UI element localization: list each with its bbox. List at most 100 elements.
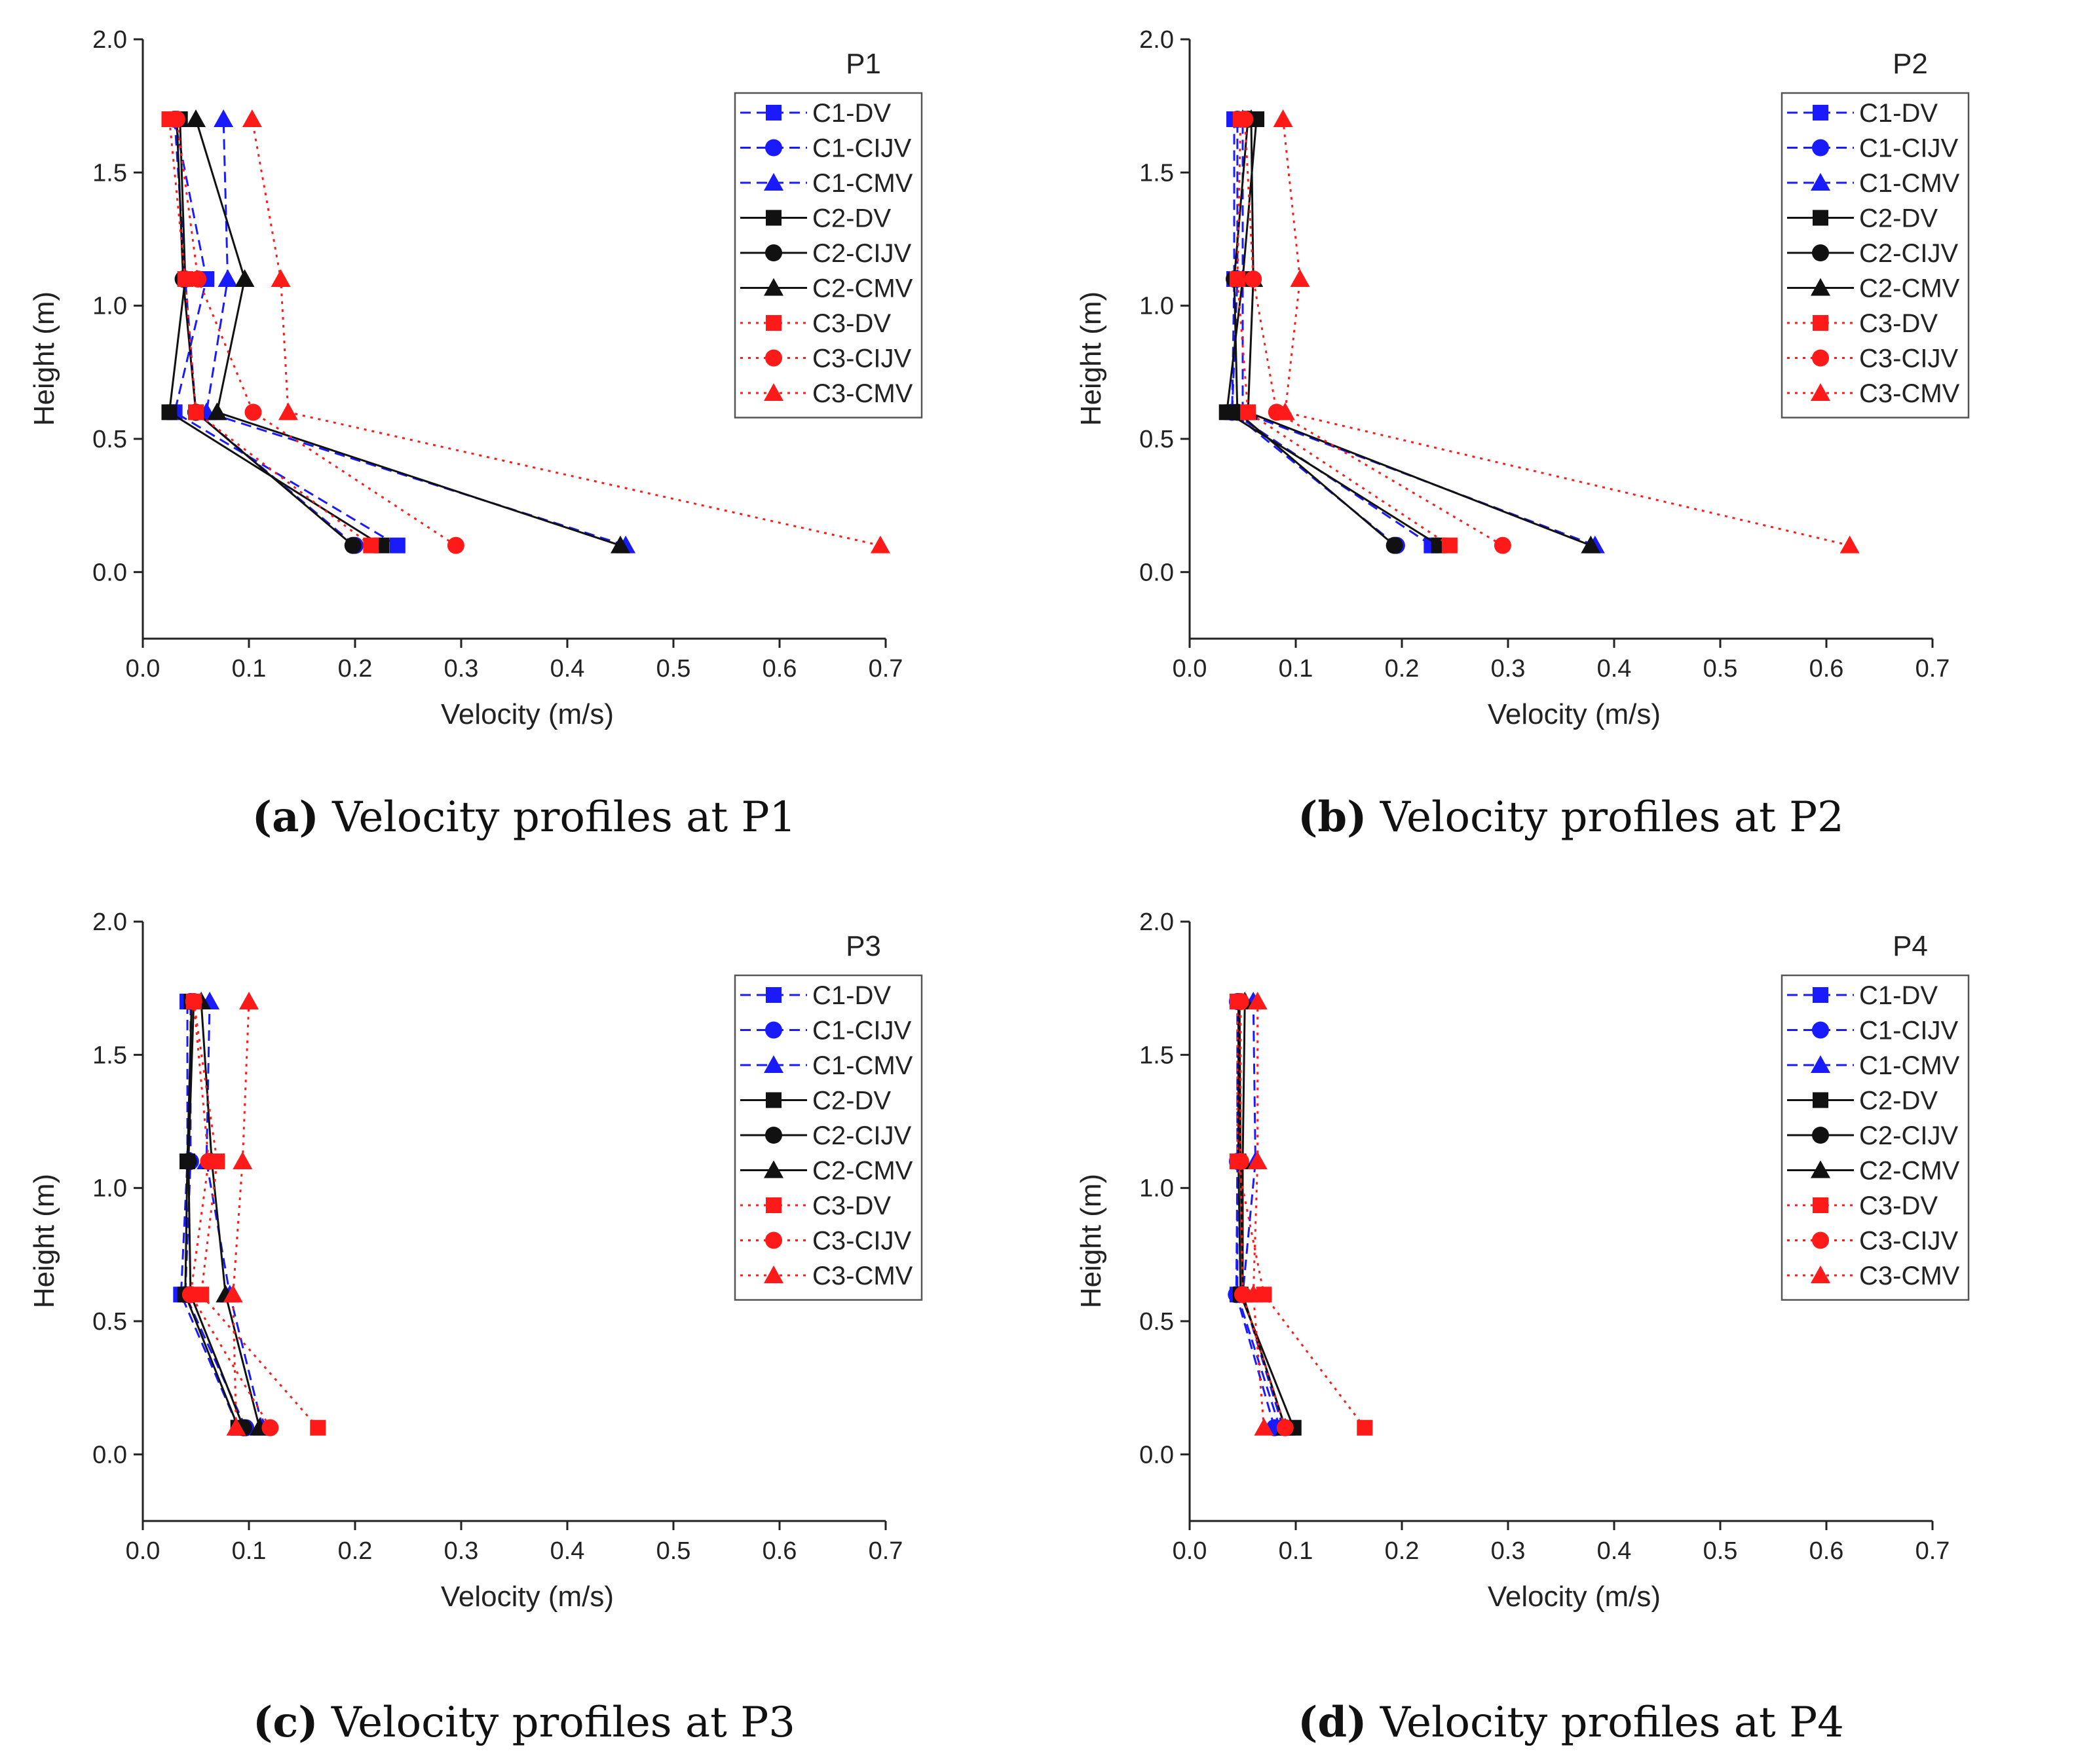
panel-c-legend-label: C2-DV xyxy=(812,1087,891,1116)
panel-d-legend-label: C2-CMV xyxy=(1859,1157,1960,1186)
panel-a-x-tick-label: 0.4 xyxy=(550,655,585,683)
panel-d-legend-marker xyxy=(1812,1231,1829,1249)
panel-c-x-tick-label: 0.7 xyxy=(869,1537,903,1565)
panel-d-legend-label: C1-CMV xyxy=(1859,1051,1960,1080)
panel-d-x-tick-label: 0.6 xyxy=(1809,1537,1844,1565)
panel-a-legend-label: C2-CIJV xyxy=(812,239,911,268)
panel-a-legend-label: C1-CMV xyxy=(812,169,913,198)
panel-a-x-tick-label: 0.0 xyxy=(126,655,160,683)
series-c3-cijv-point xyxy=(1245,271,1262,288)
panel-d-legend-marker xyxy=(1813,1092,1828,1108)
caption-c: (c) Velocity profiles at P3 xyxy=(0,1698,1048,1747)
caption-d-letter: (d) xyxy=(1298,1698,1367,1747)
series-c3-cmv-point xyxy=(870,535,890,554)
series-c3-cijv xyxy=(1232,993,1294,1436)
series-c2-cijv xyxy=(1231,993,1294,1436)
panel-d-legend-label: C3-CIJV xyxy=(1859,1227,1958,1256)
panel-b-legend-label: C1-DV xyxy=(1859,99,1938,128)
panel-a-x-tick-label: 0.7 xyxy=(869,655,903,683)
panel-c-legend-label: C1-CMV xyxy=(812,1051,913,1080)
panel-b-legend-marker xyxy=(1813,210,1828,226)
panel-c-legend-marker xyxy=(766,1092,782,1108)
panel-b-legend-marker xyxy=(1813,105,1828,121)
series-c2-cmv xyxy=(186,109,630,554)
panel-c-chart: 0.0 0.1 0.2 0.3 0.4 0.5 0.6 0.7 0.0 0.5 1.0 1.5 2.0 V… xyxy=(28,909,923,1613)
series-c1-dv-line xyxy=(173,119,398,546)
series-c3-cmv-point xyxy=(223,1285,243,1303)
series-c3-cijv-line xyxy=(176,119,457,546)
panel-d-y-tick-label: 2.0 xyxy=(1139,909,1174,936)
panel-d-x-tick-label: 0.2 xyxy=(1385,1537,1420,1565)
series-c2-cmv-point xyxy=(235,269,255,287)
panel-b-y-tick-label: 0.5 xyxy=(1139,426,1174,453)
panel-b-legend-marker xyxy=(1812,349,1829,367)
series-c3-cmv-point xyxy=(1247,1152,1268,1169)
panel-a-y-axis-title: Height (m) xyxy=(28,291,60,426)
caption-a: (a) Velocity profiles at P1 xyxy=(0,793,1048,842)
panel-a-legend-label: C3-CIJV xyxy=(812,345,911,373)
panel-a-legend-label: C1-DV xyxy=(812,99,891,128)
series-c1-cijv-line xyxy=(184,1002,247,1429)
series-c1-cmv-point xyxy=(217,269,238,287)
panel-c-x-tick-label: 0.5 xyxy=(656,1537,691,1565)
panel-c-y-tick-label: 2.0 xyxy=(92,909,127,936)
series-c1-dv xyxy=(173,994,246,1436)
series-c2-cijv-point xyxy=(179,1153,197,1170)
series-c3-cmv-point xyxy=(239,992,259,1009)
panel-a-y-tick-label: 2.0 xyxy=(92,26,127,54)
panel-a-x-tick-label: 0.1 xyxy=(232,655,267,683)
panel-c-y-tick-label: 0.5 xyxy=(92,1308,127,1336)
panel-b-x-tick-label: 0.2 xyxy=(1385,655,1420,683)
panel-c-title: P3 xyxy=(846,930,881,962)
series-c3-cmv-point xyxy=(1290,269,1310,287)
series-c1-cmv-point xyxy=(214,109,234,127)
series-c3-cmv-point xyxy=(1254,1417,1274,1436)
panel-d-y-tick-label: 0.5 xyxy=(1139,1308,1174,1336)
panel-d-legend-label: C2-CIJV xyxy=(1859,1121,1958,1150)
panel-c-x-tick-label: 0.0 xyxy=(126,1537,160,1565)
panel-b-x-tick-label: 0.6 xyxy=(1809,655,1844,683)
panel-a-y-tick-label: 0.5 xyxy=(92,426,127,453)
series-c3-cmv xyxy=(223,992,259,1436)
series-c1-cmv-line xyxy=(1241,1001,1284,1429)
panel-a-y-tick-label: 1.0 xyxy=(92,293,127,320)
panel-c-x-tick-label: 0.2 xyxy=(338,1537,373,1565)
series-c3-dv-point xyxy=(310,1419,326,1436)
series-c2-cijv-point xyxy=(1386,536,1403,554)
series-c2-cmv-point xyxy=(207,402,227,421)
panel-b-legend-label: C2-CIJV xyxy=(1859,239,1958,268)
panel-d-y-tick-label: 1.5 xyxy=(1139,1042,1174,1069)
panel-b-x-tick-label: 0.3 xyxy=(1491,655,1526,683)
panel-a-title: P1 xyxy=(846,48,881,80)
panel-d-chart: 0.0 0.1 0.2 0.3 0.4 0.5 0.6 0.7 0.0 0.5 1.0 1.5 2.0 V… xyxy=(1075,909,1970,1613)
panel-a-legend-marker xyxy=(764,278,783,296)
series-c1-cijv-line xyxy=(174,119,356,546)
panel-a-legend-marker xyxy=(766,210,782,226)
panel-b-legend-label: C2-DV xyxy=(1859,204,1938,233)
panel-c-y-tick-label: 0.0 xyxy=(92,1441,127,1469)
series-c3-cijv-point xyxy=(261,1419,279,1436)
panel-a-legend-label: C2-DV xyxy=(812,204,891,233)
panel-d-y-tick-label: 1.0 xyxy=(1139,1175,1174,1203)
series-c2-cmv xyxy=(1238,109,1601,554)
series-c3-dv-line xyxy=(168,119,372,546)
series-c3-cmv-point xyxy=(233,1152,253,1169)
series-c3-cmv-point xyxy=(278,402,298,421)
series-c1-cijv-line xyxy=(1235,1002,1276,1429)
series-c3-dv-point xyxy=(1441,537,1458,554)
series-c3-cijv-line xyxy=(1239,1002,1287,1429)
series-c3-cijv-line xyxy=(1243,119,1503,546)
series-c3-dv-line xyxy=(1236,119,1450,546)
panel-b-legend-marker xyxy=(1812,244,1829,261)
caption-a-letter: (a) xyxy=(252,793,319,842)
panel-b-legend-marker xyxy=(1812,139,1829,157)
series-c2-cijv-line xyxy=(1238,1001,1287,1429)
panel-c-x-tick-label: 0.3 xyxy=(444,1537,479,1565)
panel-d-legend-label: C1-DV xyxy=(1859,981,1938,1010)
series-c3-cmv-point xyxy=(1839,535,1860,554)
series-c3-cijv xyxy=(168,111,464,554)
series-c3-dv xyxy=(161,111,379,554)
panel-c-legend-marker xyxy=(766,1197,782,1213)
panel-b-x-tick-label: 0.7 xyxy=(1915,655,1950,683)
panel-b-y-tick-label: 0.0 xyxy=(1139,559,1174,586)
